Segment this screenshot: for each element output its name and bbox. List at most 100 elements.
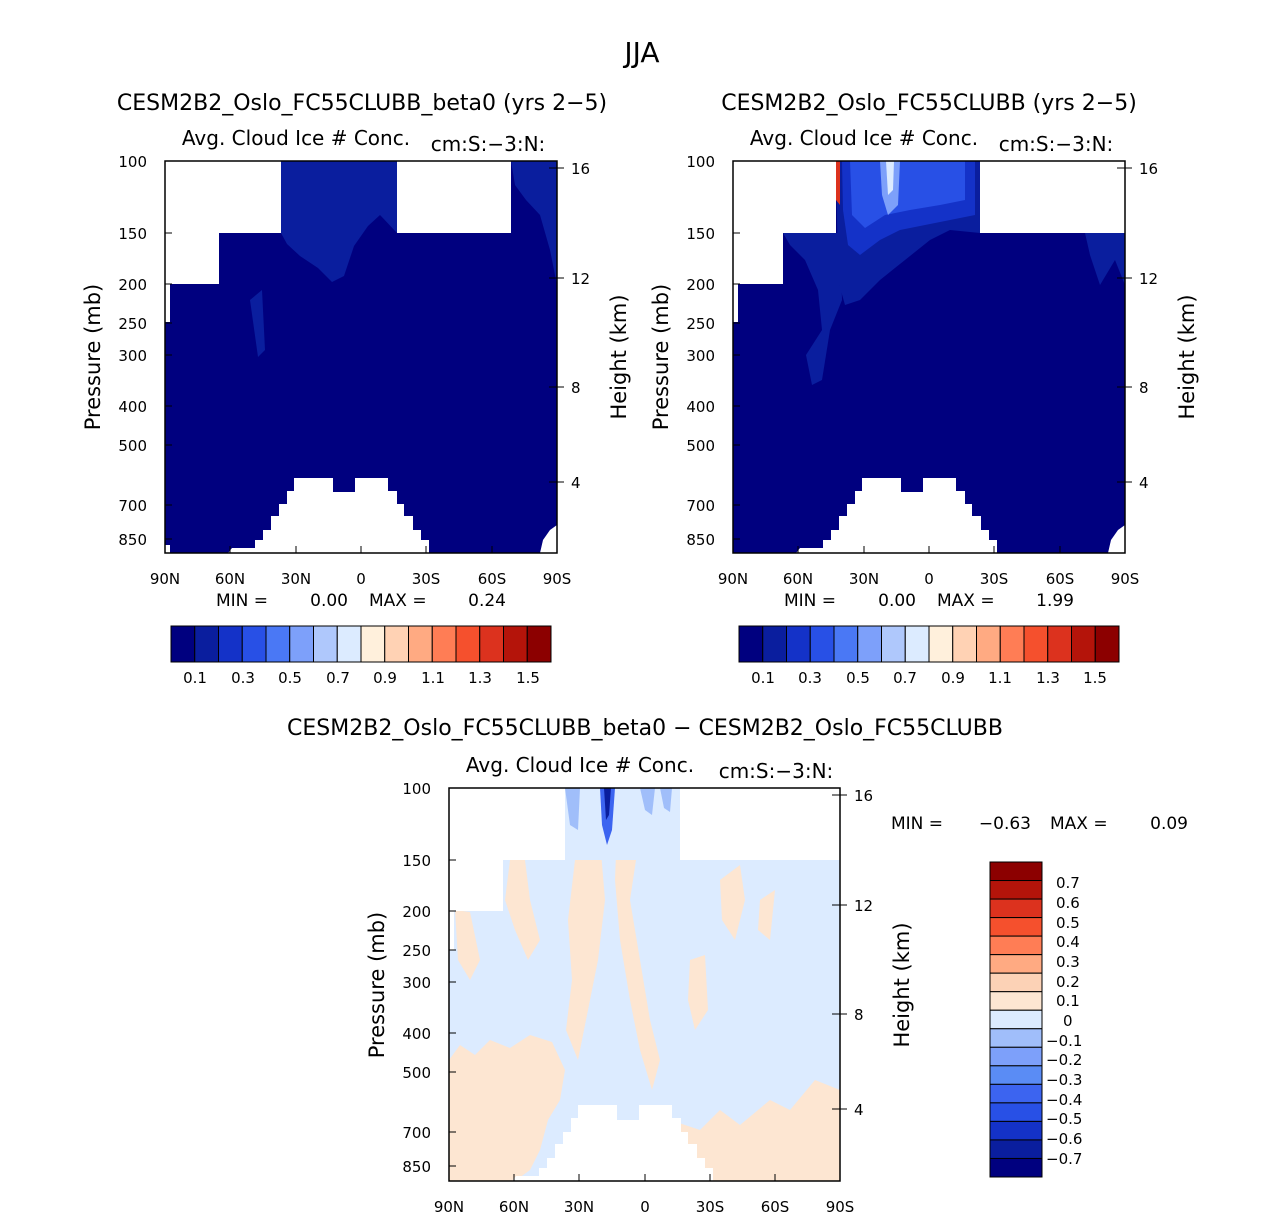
x-tick-label: 30S xyxy=(696,1198,725,1216)
colorbar-label: −0.3 xyxy=(1046,1071,1082,1089)
panel-bottom: CESM2B2_Oslo_FC55CLUBB_beta0 − CESM2B2_O… xyxy=(287,716,1188,1216)
y-tick-label: 300 xyxy=(402,974,431,992)
y-tick-label: 100 xyxy=(686,153,715,171)
colorbar-swatch xyxy=(881,625,906,663)
panel-units: cm:S:−3:N: xyxy=(431,132,546,156)
field-contour-right xyxy=(1085,233,1125,285)
missing-top-left xyxy=(449,788,565,950)
y-tick-label: 700 xyxy=(402,1124,431,1142)
x-tick-label: 90S xyxy=(1111,570,1140,588)
colorbar-swatch xyxy=(989,1046,1043,1067)
min-label: MIN = xyxy=(784,591,836,611)
colorbar-swatch xyxy=(989,1083,1043,1104)
min-value: −0.63 xyxy=(979,814,1031,834)
colorbar-swatch xyxy=(989,935,1043,956)
y-tick-label: 150 xyxy=(686,225,715,243)
max-value: 0.09 xyxy=(1150,814,1188,834)
x-tick-label: 30S xyxy=(412,570,441,588)
colorbar-label: −0.5 xyxy=(1046,1110,1082,1128)
y-tick-label: 250 xyxy=(402,942,431,960)
y-axis-right: 16 12 8 4 Height (km) xyxy=(549,160,631,492)
y-tick-label: 200 xyxy=(402,903,431,921)
x-tick-label: 0 xyxy=(640,1198,650,1216)
y2-tick-label: 16 xyxy=(1139,160,1158,178)
y-axis-right: 16 12 8 4 Height (km) xyxy=(832,787,914,1119)
y2-tick-label: 12 xyxy=(854,897,873,915)
colorbar-label: 1.5 xyxy=(516,669,540,687)
y2-axis-label: Height (km) xyxy=(890,922,914,1047)
colorbar-swatch xyxy=(989,1120,1043,1141)
colorbar-label: 0.7 xyxy=(326,669,350,687)
field-contour-neg xyxy=(565,788,580,830)
x-axis: 90N 60N 30N 0 30S 60S 90S xyxy=(150,546,571,588)
x-tick-label: 60S xyxy=(1046,570,1075,588)
colorbar-swatch xyxy=(1047,625,1072,663)
panel-subtitle: Avg. Cloud Ice # Conc. xyxy=(182,126,410,150)
y-tick-label: 400 xyxy=(118,398,147,416)
y2-tick-label: 12 xyxy=(571,270,590,288)
colorbar-swatch xyxy=(833,625,859,663)
field-contour-upper-3 xyxy=(850,161,965,228)
y-axis-left: 100 150 200 250 300 400 500 700 850 Pres… xyxy=(649,153,740,549)
y-axis-left: 100 150 200 250 300 400 500 700 850 Pres… xyxy=(365,780,456,1176)
missing-top-left xyxy=(733,161,836,322)
panel-title: CESM2B2_Oslo_FC55CLUBB_beta0 − CESM2B2_O… xyxy=(287,716,1003,741)
contour-field xyxy=(165,161,557,553)
x-tick-label: 90N xyxy=(718,570,748,588)
y-tick-label: 250 xyxy=(118,315,147,333)
colorbar-swatch xyxy=(989,1139,1043,1159)
x-tick-label: 60N xyxy=(499,1198,529,1216)
field-contour-pos xyxy=(505,860,540,960)
max-value: 0.24 xyxy=(468,591,506,611)
colorbar-label: 1.5 xyxy=(1083,669,1107,687)
field-contour-pos xyxy=(615,795,660,1090)
colorbar-swatch xyxy=(989,1102,1043,1122)
colorbar-swatch xyxy=(218,625,243,663)
panel-title: CESM2B2_Oslo_FC55CLUBB (yrs 2−5) xyxy=(721,91,1137,116)
colorbar-label: −0.4 xyxy=(1046,1091,1082,1109)
colorbar-label: 0.5 xyxy=(1056,914,1080,932)
colorbar-label: 0.7 xyxy=(893,669,917,687)
field-contour-pos xyxy=(688,955,708,1030)
y-axis-label: Pressure (mb) xyxy=(649,284,673,431)
x-axis: 90N 60N 30N 0 30S 60S 90S xyxy=(434,1174,854,1216)
colorbar xyxy=(170,625,552,663)
colorbar-label: 0.4 xyxy=(1056,933,1080,951)
colorbar-swatch xyxy=(738,625,764,663)
colorbar-swatch xyxy=(1023,625,1049,663)
colorbar-swatch xyxy=(265,625,291,663)
y-tick-label: 300 xyxy=(686,347,715,365)
y2-tick-label: 4 xyxy=(854,1101,864,1119)
colorbar-swatch xyxy=(904,625,930,663)
colorbar-swatch xyxy=(170,625,196,663)
field-contour-pos xyxy=(449,1035,565,1181)
colorbar-label: 0.2 xyxy=(1056,973,1080,991)
max-label: MAX = xyxy=(369,591,427,611)
y-tick-label: 850 xyxy=(402,1158,431,1176)
colorbar-swatch xyxy=(976,625,1001,663)
missing-top-left xyxy=(165,161,281,322)
colorbar-label: 0.1 xyxy=(1056,992,1080,1010)
colorbar-label: 1.1 xyxy=(421,669,445,687)
y-tick-label: 850 xyxy=(118,531,147,549)
x-tick-label: 60N xyxy=(783,570,813,588)
y2-axis-label: Height (km) xyxy=(607,294,631,419)
colorbar-swatch xyxy=(989,1009,1043,1030)
x-axis: 90N 60N 30N 0 30S 60S 90S xyxy=(718,546,1139,588)
contour-field xyxy=(449,788,840,1181)
field-contour-pos xyxy=(758,890,775,940)
min-label: MIN = xyxy=(891,814,943,834)
colorbar-label: 0.7 xyxy=(1056,874,1080,892)
field-contour-pos xyxy=(566,840,605,1060)
colorbar-label: 0.1 xyxy=(751,669,775,687)
missing-pole-n xyxy=(165,545,170,553)
missing-topography xyxy=(796,478,997,553)
colorbar-swatch xyxy=(989,1065,1043,1085)
y2-tick-label: 8 xyxy=(571,379,581,397)
colorbar-swatch xyxy=(194,625,219,663)
colorbar-labels: 0.7 0.6 0.5 0.4 0.3 0.2 0.1 0 −0.1 −0.2 … xyxy=(1046,874,1082,1168)
field-contour-pos xyxy=(720,865,745,940)
colorbar-labels: 0.1 0.3 0.5 0.7 0.9 1.1 1.3 1.5 xyxy=(751,669,1107,687)
colorbar-swatch xyxy=(336,625,362,663)
y2-tick-label: 16 xyxy=(571,160,590,178)
